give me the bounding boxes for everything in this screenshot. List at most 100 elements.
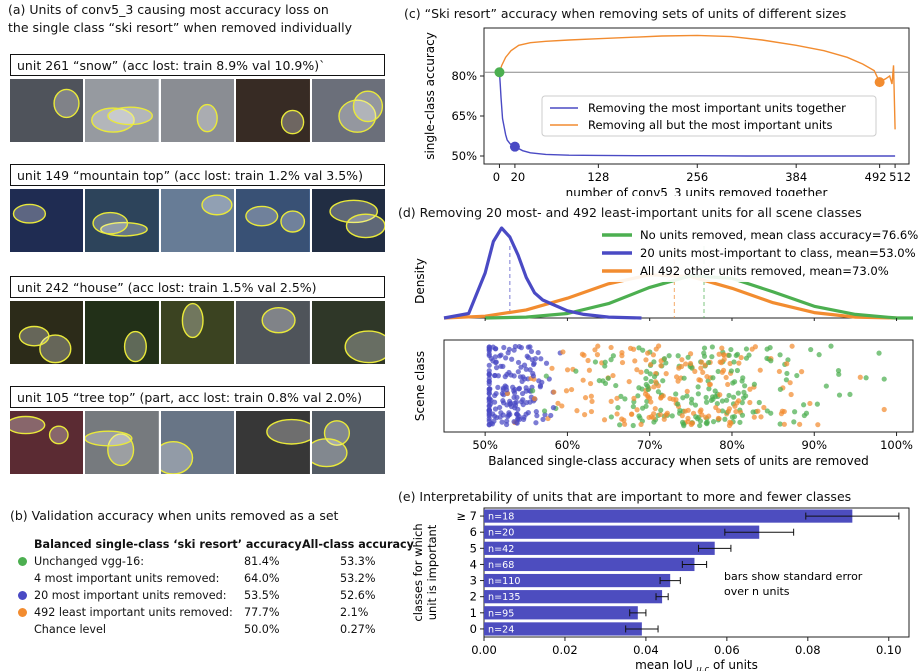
legend-label: All 492 other units removed, mean=73.0% xyxy=(640,264,889,278)
scatter-point xyxy=(655,389,661,395)
scatter-point xyxy=(685,407,691,413)
scatter-point xyxy=(498,352,504,358)
scatter-point xyxy=(727,360,733,367)
scatter-point xyxy=(636,385,642,391)
scatter-point xyxy=(651,411,657,417)
scatter-point xyxy=(816,352,822,358)
segmentation-outline xyxy=(201,194,233,216)
bar-count-label: n=135 xyxy=(488,592,520,603)
unit-block: unit 261 “snow” (acc lost: train 8.9% va… xyxy=(10,54,386,142)
scatter-point xyxy=(718,360,725,366)
segmentation-outline xyxy=(39,334,72,364)
scatter-point xyxy=(564,367,571,373)
y-tick-label: 65% xyxy=(451,109,477,123)
scatter-point xyxy=(550,405,557,411)
scatter-point xyxy=(799,369,805,375)
x-tick-label: 0.00 xyxy=(471,643,497,657)
highlight-overlay xyxy=(85,79,159,142)
scatter-point xyxy=(642,391,649,397)
scatter-point xyxy=(706,381,713,387)
scatter-point xyxy=(785,357,791,363)
thumbnail-shade xyxy=(311,411,386,474)
scatter-point xyxy=(500,363,506,370)
scatter-point xyxy=(648,378,654,385)
y-tick-label: 3 xyxy=(470,574,477,588)
bar-count-label: n=110 xyxy=(488,576,520,587)
thumbnail-image xyxy=(236,79,310,142)
scatter-point xyxy=(704,421,710,427)
scatter-point xyxy=(613,382,619,389)
scatter-point xyxy=(680,395,686,401)
scatter-point xyxy=(746,352,752,358)
bar-count-label: n=20 xyxy=(488,528,514,539)
annotation-line-1: bars show standard error xyxy=(724,570,863,583)
thumbnail-image xyxy=(311,189,386,252)
legend-dot xyxy=(18,557,27,566)
scatter-point xyxy=(602,359,608,365)
thumbnail-shade xyxy=(236,411,310,474)
panel-c-title: (c) “Ski resort” accuracy when removing … xyxy=(404,6,847,21)
scatter-point xyxy=(504,387,510,393)
scatter-point xyxy=(663,360,669,366)
scatter-point xyxy=(675,378,681,384)
scatter-point xyxy=(679,357,685,363)
scatter-point xyxy=(675,401,681,407)
scatter-point xyxy=(486,346,492,352)
x-tick-label: 128 xyxy=(587,170,609,184)
scatter-point xyxy=(751,381,757,387)
scatter-point xyxy=(714,400,720,407)
scatter-point xyxy=(678,363,685,370)
highlight-overlay xyxy=(311,189,386,252)
scatter-point xyxy=(493,365,500,371)
scatter-point xyxy=(716,408,722,414)
scatter-point xyxy=(697,422,703,429)
highlight-overlay xyxy=(160,79,235,142)
legend-dot xyxy=(18,591,27,600)
scatter-point xyxy=(669,413,675,419)
row-single-acc: 50.0% xyxy=(244,623,280,636)
scatter-point xyxy=(679,419,686,426)
thumbnail-shade xyxy=(160,79,235,142)
thumbnail-image xyxy=(10,411,84,474)
scatter-point xyxy=(755,408,761,414)
scatter-point xyxy=(789,343,795,349)
scatter-point xyxy=(768,410,774,416)
scatter-point xyxy=(663,412,669,418)
scatter-point xyxy=(651,419,657,425)
scatter-point xyxy=(787,380,793,386)
scatter-point xyxy=(752,344,758,350)
scatter-point xyxy=(519,378,525,385)
legend-label: 20 units most-important to class, mean=5… xyxy=(640,246,916,260)
scatter-point xyxy=(735,390,741,396)
scatter-point xyxy=(516,343,522,350)
scatter-point xyxy=(847,391,853,398)
scatter-point xyxy=(486,368,492,374)
scatter-point xyxy=(695,391,701,397)
scatter-point xyxy=(486,395,492,402)
scatter-point xyxy=(521,416,527,423)
x-tick-label: 512 xyxy=(889,170,911,184)
scatter-point xyxy=(506,369,512,376)
scatter-point xyxy=(836,371,842,377)
x-tick-label: 0.10 xyxy=(876,643,902,657)
scatter-point xyxy=(743,346,750,352)
scatter-point xyxy=(619,359,626,366)
segmentation-outline xyxy=(328,199,378,224)
scatter-point xyxy=(643,381,649,388)
thumbnail-shade xyxy=(10,301,84,364)
unit-block: unit 149 “mountain top” (acc lost: train… xyxy=(10,164,386,252)
thumbnail-image xyxy=(311,79,386,142)
scatter-point xyxy=(651,384,657,390)
scatter-point xyxy=(527,367,533,373)
row-single-acc: 77.7% xyxy=(244,606,280,619)
y-tick-label: 80% xyxy=(451,69,477,83)
scatter-point xyxy=(651,374,658,380)
y-tick-label: 4 xyxy=(470,557,477,571)
scatter-point xyxy=(715,415,721,421)
thumbnail-strip xyxy=(10,301,386,364)
scatter-point xyxy=(640,347,646,353)
x-tick-label: 0.06 xyxy=(714,643,740,657)
highlight-overlay xyxy=(85,301,159,364)
scatter-point xyxy=(629,411,635,417)
scatter-point xyxy=(697,377,704,383)
